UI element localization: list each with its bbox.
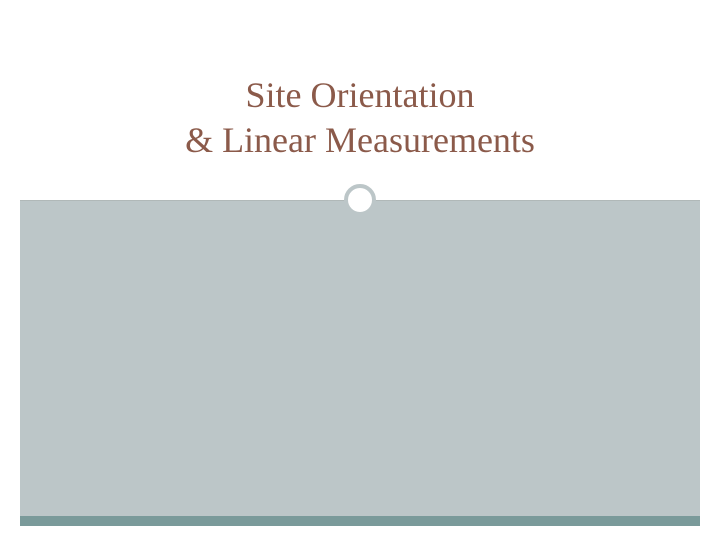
bottom-section — [20, 200, 700, 516]
slide-container: Site Orientation & Linear Measurements — [0, 0, 720, 540]
slide-title: Site Orientation & Linear Measurements — [185, 73, 535, 163]
bottom-bar — [20, 516, 700, 526]
title-line-2: & Linear Measurements — [185, 120, 535, 160]
top-section: Site Orientation & Linear Measurements — [0, 0, 720, 200]
title-line-1: Site Orientation — [246, 75, 475, 115]
circle-ornament — [344, 184, 376, 216]
